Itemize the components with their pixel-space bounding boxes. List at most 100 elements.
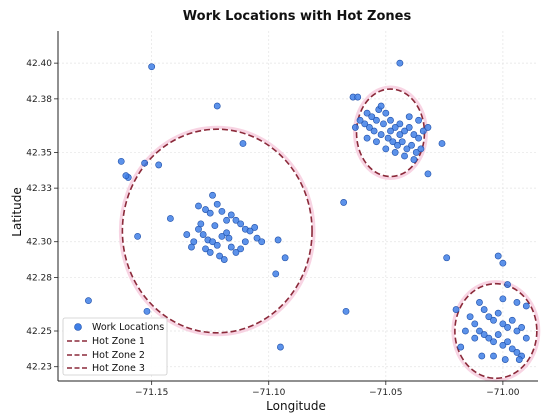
data-point-60	[373, 116, 380, 124]
data-point-88	[391, 149, 399, 156]
data-point-77	[394, 141, 401, 149]
data-point-100	[457, 343, 465, 351]
y-tick-label-6: 42.38	[26, 95, 52, 105]
data-point-57	[424, 170, 432, 178]
data-point-86	[373, 138, 380, 146]
data-point-79	[403, 145, 411, 153]
data-point-49	[188, 243, 195, 251]
y-tick-label-4: 42.33	[26, 184, 52, 194]
data-point-25	[237, 220, 245, 228]
y-tick-label-2: 42.28	[26, 273, 52, 283]
data-point-6	[134, 232, 142, 240]
data-point-15	[277, 343, 284, 351]
data-point-95	[415, 116, 422, 124]
data-point-97	[363, 134, 371, 142]
data-point-103	[499, 259, 507, 267]
data-point-38	[227, 243, 235, 251]
x-axis-label: Longitude	[266, 399, 326, 413]
data-point-111	[504, 324, 511, 331]
data-point-93	[377, 102, 385, 110]
data-point-132	[522, 302, 530, 310]
data-point-51	[211, 222, 219, 230]
legend: Work Locations Hot Zone 1 Hot Zone 2 Hot…	[62, 317, 168, 376]
data-point-20	[213, 200, 221, 208]
data-point-30	[258, 238, 266, 246]
hot-zone-1-ellipse	[121, 128, 313, 334]
data-point-127	[478, 352, 486, 360]
data-point-66	[396, 120, 404, 128]
data-point-19	[209, 191, 216, 199]
data-point-5	[122, 172, 130, 180]
data-point-91	[396, 131, 404, 138]
y-tick-label-1: 42.25	[26, 327, 52, 337]
legend-label-work-locations: Work Locations	[92, 322, 164, 333]
data-point-39	[232, 249, 240, 256]
data-point-134	[471, 334, 479, 342]
data-point-7	[155, 161, 163, 169]
data-point-27	[246, 227, 254, 235]
data-point-98	[438, 140, 446, 147]
data-point-36	[218, 232, 226, 240]
data-point-64	[387, 116, 394, 124]
legend-label-hot-zone-1: Hot Zone 1	[92, 336, 145, 347]
data-point-119	[490, 338, 497, 346]
data-point-47	[225, 234, 233, 242]
data-point-73	[370, 127, 378, 135]
data-point-56	[396, 59, 404, 67]
data-point-32	[199, 231, 207, 238]
data-point-65	[391, 124, 399, 131]
data-point-24	[232, 216, 240, 224]
data-point-62	[380, 120, 387, 128]
data-point-13	[281, 254, 289, 262]
data-point-17	[202, 206, 209, 213]
data-point-41	[241, 238, 249, 246]
data-point-94	[405, 113, 413, 121]
data-point-8	[166, 215, 174, 222]
work-location-points	[85, 59, 530, 363]
data-point-45	[216, 252, 223, 260]
data-point-16	[195, 202, 202, 210]
y-tick-label-3: 42.30	[26, 238, 52, 248]
x-tick-label-3: −71.00	[486, 388, 520, 398]
data-point-53	[342, 307, 350, 315]
data-point-114	[518, 324, 526, 331]
data-point-40	[237, 245, 245, 253]
data-point-99	[443, 254, 451, 262]
hot-zone-3-ellipse	[454, 282, 538, 380]
data-point-50	[197, 220, 205, 228]
data-point-82	[417, 145, 425, 153]
data-point-133	[513, 299, 521, 306]
data-point-70	[415, 134, 422, 142]
legend-marker-work-locations	[74, 323, 82, 331]
data-point-124	[513, 349, 521, 356]
data-point-10	[213, 102, 221, 110]
data-point-113	[513, 327, 521, 335]
data-point-71	[419, 127, 427, 135]
data-point-55	[354, 93, 362, 101]
data-point-96	[424, 124, 432, 131]
data-point-14	[272, 270, 280, 278]
data-point-1	[85, 297, 92, 305]
data-point-22	[223, 216, 230, 224]
data-point-72	[366, 124, 373, 131]
data-point-52	[340, 199, 348, 206]
axes: −71.15 −71.10 −71.05 −71.00 42.23 42.25 42.28 4…	[26, 31, 538, 398]
hot-zone-2-glow	[353, 85, 428, 181]
data-point-89	[401, 152, 408, 160]
data-point-107	[485, 313, 493, 321]
data-point-78	[398, 138, 406, 146]
data-point-4	[141, 159, 149, 167]
data-point-115	[471, 320, 479, 328]
data-point-0	[148, 63, 156, 71]
y-tick-label-0: 42.23	[26, 363, 52, 373]
data-point-102	[494, 252, 502, 260]
x-tick-label-1: −71.10	[252, 388, 286, 398]
data-point-120	[494, 331, 502, 338]
data-point-12	[274, 236, 282, 244]
data-point-129	[501, 356, 509, 363]
data-point-92	[387, 127, 394, 135]
legend-label-hot-zone-3: Hot Zone 3	[92, 363, 145, 374]
data-point-121	[499, 341, 507, 349]
data-point-105	[476, 299, 483, 306]
